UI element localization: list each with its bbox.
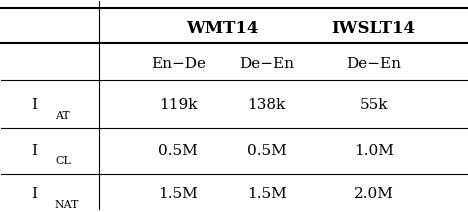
Text: CL: CL — [55, 156, 71, 166]
Text: 1.0M: 1.0M — [354, 144, 394, 158]
Text: NAT: NAT — [55, 200, 79, 210]
Text: I: I — [31, 187, 37, 201]
Text: En−De: En−De — [151, 57, 205, 71]
Text: 119k: 119k — [159, 98, 197, 112]
Text: 0.5M: 0.5M — [247, 144, 286, 158]
Text: WMT14: WMT14 — [186, 20, 258, 37]
Text: De−En: De−En — [346, 57, 401, 71]
Text: 55k: 55k — [359, 98, 388, 112]
Text: 1.5M: 1.5M — [247, 187, 286, 201]
Text: AT: AT — [55, 110, 70, 120]
Text: 1.5M: 1.5M — [158, 187, 198, 201]
Text: I: I — [31, 98, 37, 112]
Text: IWSLT14: IWSLT14 — [331, 20, 416, 37]
Text: 2.0M: 2.0M — [354, 187, 394, 201]
Text: 138k: 138k — [248, 98, 285, 112]
Text: De−En: De−En — [239, 57, 294, 71]
Text: 0.5M: 0.5M — [158, 144, 198, 158]
Text: I: I — [31, 144, 37, 158]
